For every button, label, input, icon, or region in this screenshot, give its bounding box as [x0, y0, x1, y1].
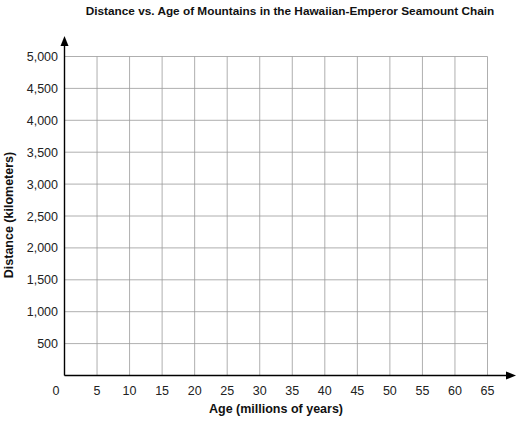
x-tick-label: 5 — [94, 384, 101, 398]
y-tick-label: 4,000 — [27, 114, 58, 128]
y-axis-label: Distance (kilometers) — [2, 152, 16, 278]
y-grid-line — [65, 279, 488, 280]
y-grid-line — [65, 343, 488, 344]
y-grid-line — [65, 184, 488, 185]
y-tick-label: 1,500 — [27, 273, 58, 287]
x-tick-labels: 0 5 10 15 20 25 30 35 40 45 50 55 60 65 — [53, 384, 495, 398]
x-tick-label: 25 — [220, 384, 234, 398]
x-tick-label: 35 — [285, 384, 299, 398]
y-grid-line — [65, 88, 488, 89]
y-tick-label: 4,500 — [27, 82, 58, 96]
x-tick-label: 0 — [53, 384, 60, 398]
x-tick-label: 55 — [415, 384, 429, 398]
y-tick-label: 2,500 — [27, 210, 58, 224]
chart: 0 5 10 15 20 25 30 35 40 45 50 55 60 65 500 1,000 1,500 2… — [0, 0, 529, 422]
y-tick-label: 3,000 — [27, 178, 58, 192]
x-tick-label: 30 — [253, 384, 267, 398]
x-tick-label: 20 — [188, 384, 202, 398]
y-grid-line — [65, 152, 488, 153]
x-tick-label: 40 — [318, 384, 332, 398]
x-axis-line — [65, 375, 509, 376]
x-tick-label: 10 — [123, 384, 137, 398]
y-grid-line — [65, 311, 488, 312]
axes — [61, 36, 517, 380]
chart-title: Distance vs. Age of Mountains in the Haw… — [86, 4, 495, 18]
y-grid-line — [65, 247, 488, 248]
x-tick-label: 60 — [448, 384, 462, 398]
x-axis-label: Age (millions of years) — [209, 402, 343, 416]
x-tick-label: 50 — [383, 384, 397, 398]
y-tick-label: 5,000 — [27, 50, 58, 64]
y-tick-label: 1,000 — [27, 305, 58, 319]
y-tick-labels: 500 1,000 1,500 2,000 2,500 3,000 3,500 4,000 4,… — [27, 50, 58, 351]
y-grid-line — [65, 216, 488, 217]
x-axis-arrow — [506, 372, 516, 380]
y-grid-line — [65, 120, 488, 121]
y-axis-arrow — [61, 36, 69, 46]
x-tick-label: 45 — [350, 384, 364, 398]
y-tick-label: 500 — [37, 337, 58, 351]
y-grid-line — [65, 56, 488, 57]
y-tick-label: 2,000 — [27, 241, 58, 255]
x-tick-label: 65 — [481, 384, 495, 398]
x-tick-label: 15 — [155, 384, 169, 398]
grid — [65, 57, 488, 376]
y-axis-line — [64, 44, 65, 376]
y-tick-label: 3,500 — [27, 146, 58, 160]
